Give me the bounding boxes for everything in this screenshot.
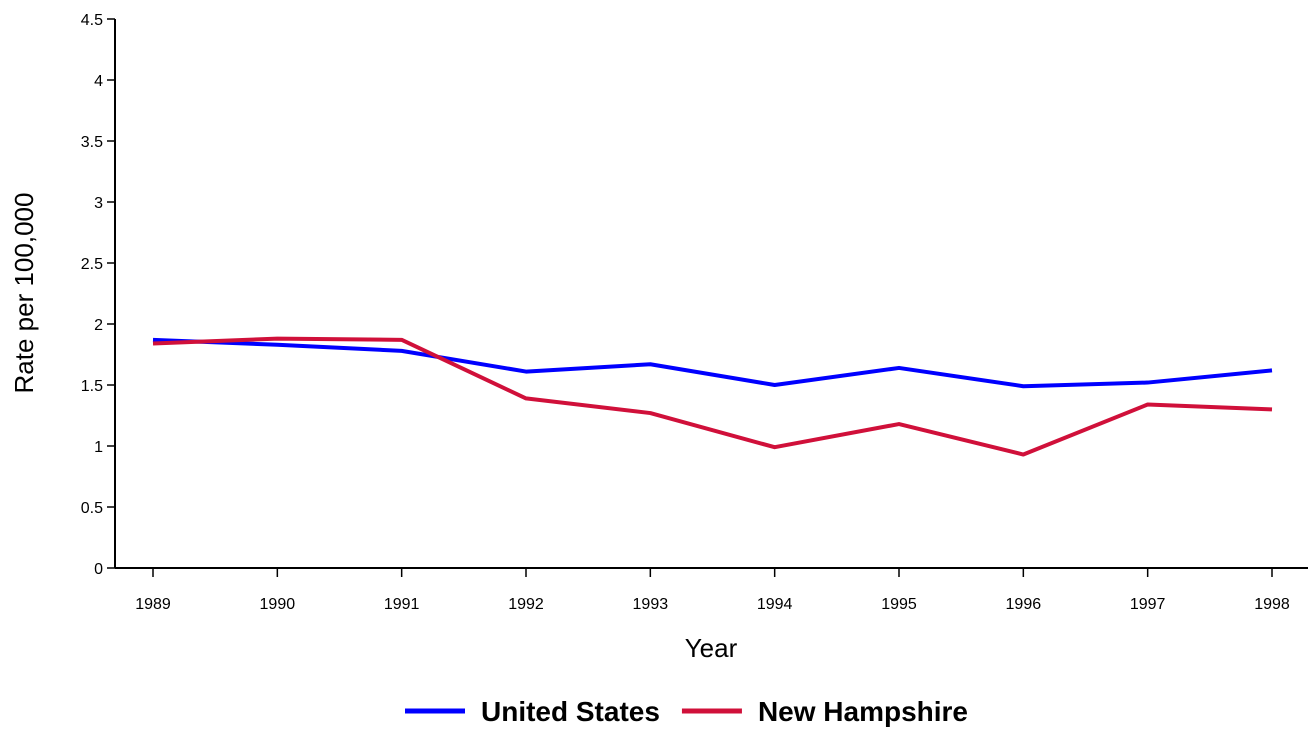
legend-label: New Hampshire — [758, 696, 968, 727]
y-tick-label: 2.5 — [81, 256, 103, 273]
y-tick-label: 4 — [94, 73, 103, 90]
y-tick-label: 0.5 — [81, 500, 103, 517]
x-tick-label: 1995 — [881, 596, 917, 613]
y-tick-label: 1.5 — [81, 378, 103, 395]
x-tick-label: 1998 — [1254, 596, 1290, 613]
y-tick-label: 4.5 — [81, 12, 103, 29]
line-series — [152, 337, 1273, 389]
x-tick-label: 1991 — [384, 596, 420, 613]
y-tick-label: 0 — [94, 561, 103, 578]
x-tick-label: 1990 — [260, 596, 296, 613]
x-tick-label: 1994 — [757, 596, 793, 613]
x-tick-label: 1996 — [1006, 596, 1042, 613]
y-axis-title: Rate per 100,000 — [9, 193, 39, 394]
legend-label: United States — [481, 696, 660, 727]
x-axis-title: Year — [685, 633, 738, 663]
y-tick-label: 3.5 — [81, 134, 103, 151]
line-series — [152, 336, 1273, 457]
x-tick-label: 1992 — [508, 596, 544, 613]
y-tick-label: 3 — [94, 195, 103, 212]
x-tick-label: 1993 — [633, 596, 669, 613]
y-tick-label: 2 — [94, 317, 103, 334]
x-tick-label: 1989 — [135, 596, 171, 613]
y-tick-label: 1 — [94, 439, 103, 456]
x-tick-label: 1997 — [1130, 596, 1166, 613]
